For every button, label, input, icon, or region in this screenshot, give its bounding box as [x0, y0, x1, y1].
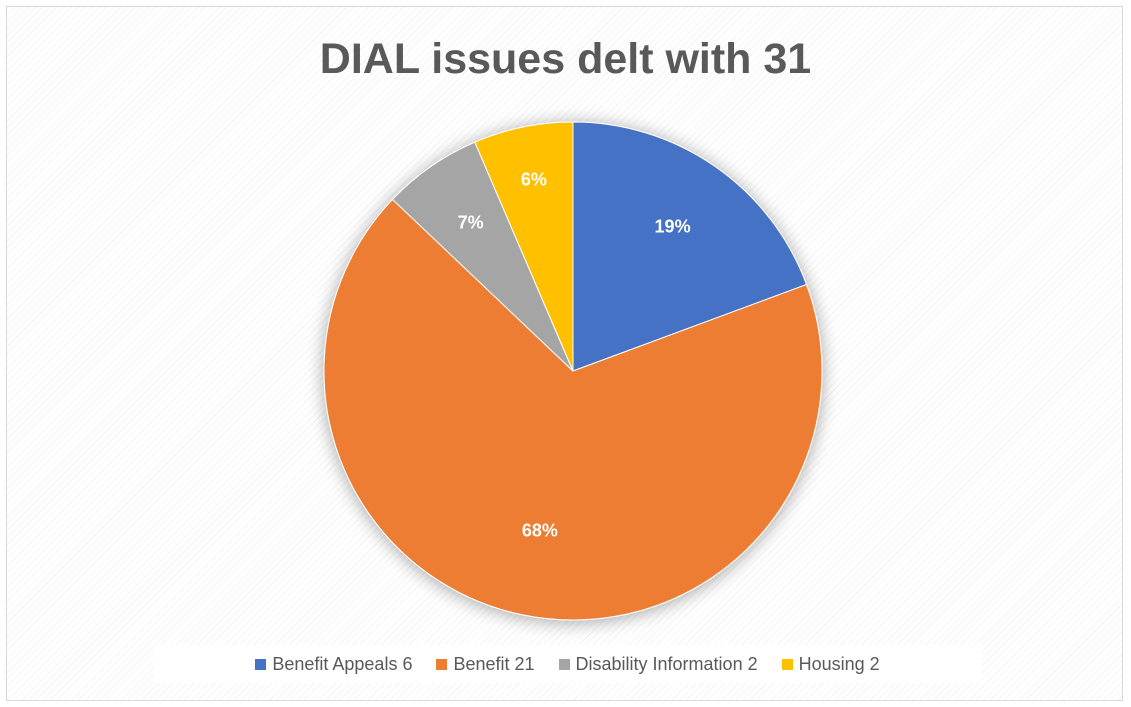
- legend-label: Benefit Appeals 6: [272, 653, 413, 674]
- chart-title: DIAL issues delt with 31: [319, 35, 812, 83]
- legend-swatch: [558, 658, 570, 670]
- legend-label: Housing 2: [798, 653, 880, 674]
- pie-slice-housing-2: [474, 121, 574, 372]
- legend-item: Housing 2: [781, 653, 880, 675]
- legend-swatch: [255, 658, 267, 670]
- legend-item: Benefit 21: [436, 653, 535, 675]
- legend-swatch: [781, 658, 793, 670]
- pie-slice-benefit-21: [323, 198, 823, 621]
- pie-slice-benefit-appeals-6: [572, 121, 808, 372]
- legend: Benefit Appeals 6 Benefit 21 Disability In…: [153, 645, 982, 683]
- data-label: 19%: [655, 217, 691, 237]
- legend-item: Benefit Appeals 6: [255, 654, 412, 675]
- legend-label: Benefit 21: [453, 653, 535, 674]
- data-label: 68%: [522, 521, 558, 541]
- data-label: 7%: [458, 213, 484, 233]
- legend-item: Disability Information 2: [558, 653, 758, 675]
- legend-swatch: [436, 658, 448, 670]
- legend-label: Disability Information 2: [575, 653, 758, 674]
- data-label: 6%: [521, 170, 547, 190]
